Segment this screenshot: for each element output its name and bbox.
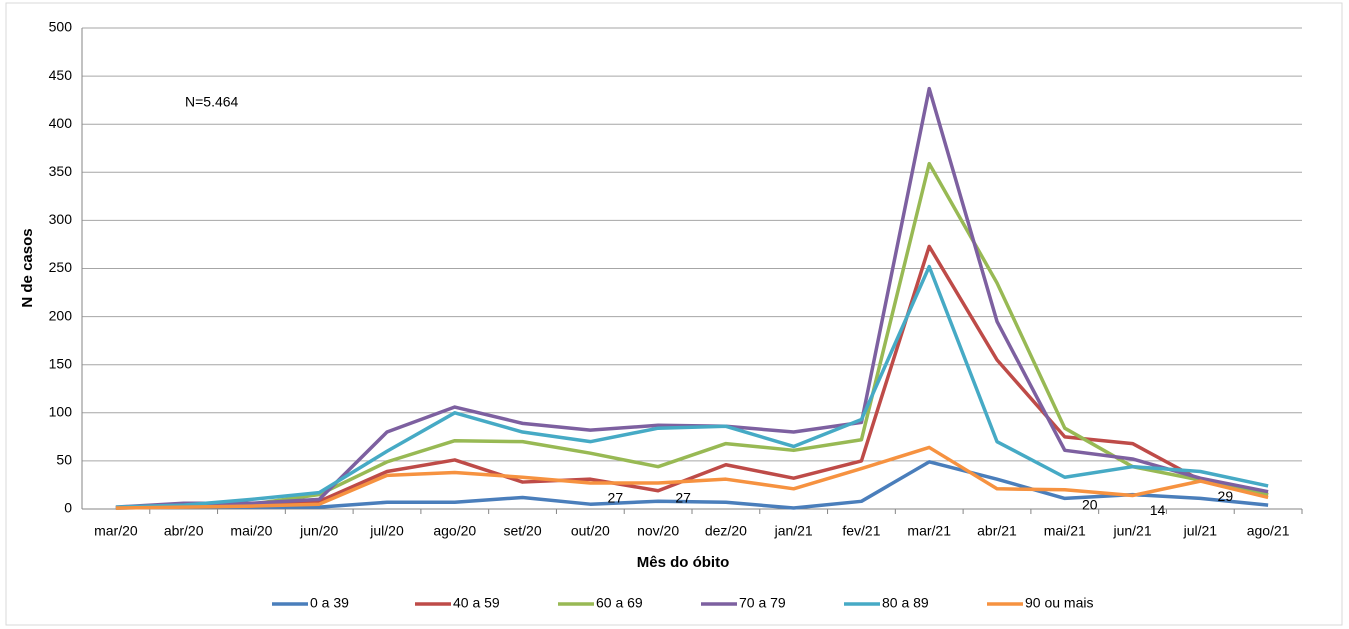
y-tick-label: 250: [49, 259, 73, 275]
x-tick-label: jun/21: [1112, 523, 1151, 539]
data-label: 14: [1150, 502, 1166, 518]
y-tick-label: 50: [56, 452, 72, 468]
x-tick-label: jan/21: [774, 523, 813, 539]
legend-label: 0 a 39: [310, 595, 349, 611]
x-tick-label: jun/20: [299, 523, 338, 539]
annotation: N=5.464: [185, 94, 239, 110]
series-line: [115, 244, 1269, 510]
series-line: [115, 161, 1269, 510]
x-tick-label: fev/21: [842, 523, 880, 539]
y-tick-label: 0: [64, 500, 72, 516]
data-label: 27: [675, 490, 691, 506]
y-tick-label: 200: [49, 307, 73, 323]
chart-frame: [5, 2, 1343, 626]
legend-label: 80 a 89: [882, 595, 929, 611]
x-tick-label: abr/20: [164, 523, 204, 539]
y-tick-label: 350: [49, 163, 73, 179]
x-tick-label: ago/21: [1247, 523, 1290, 539]
x-tick-label: set/20: [503, 523, 541, 539]
data-label: 27: [608, 490, 624, 506]
y-tick-label: 400: [49, 115, 73, 131]
x-tick-label: abr/21: [977, 523, 1017, 539]
y-tick-label: 450: [49, 67, 73, 83]
x-tick-label: ago/20: [433, 523, 476, 539]
y-tick-label: 300: [49, 211, 73, 227]
x-axis-title: Mês do óbito: [637, 554, 730, 571]
series-line: [115, 460, 1269, 510]
x-tick-label: dez/20: [705, 523, 747, 539]
legend-label: 60 a 69: [596, 595, 643, 611]
x-tick-label: mar/20: [94, 523, 138, 539]
y-tick-label: 100: [49, 404, 73, 420]
x-tick-label: mar/21: [907, 523, 951, 539]
y-axis-title: N de casos: [19, 228, 36, 307]
legend-label: 90 ou mais: [1025, 595, 1093, 611]
y-tick-label: 150: [49, 355, 73, 371]
x-tick-label: mai/20: [230, 523, 272, 539]
legend-label: 40 a 59: [453, 595, 500, 611]
x-tick-label: out/20: [571, 523, 610, 539]
x-tick-label: mai/21: [1044, 523, 1086, 539]
data-label: 20: [1082, 496, 1098, 512]
x-tick-label: nov/20: [637, 523, 679, 539]
data-label: 29: [1218, 488, 1234, 504]
legend-label: 70 a 79: [739, 595, 786, 611]
y-tick-label: 500: [49, 19, 73, 35]
x-tick-label: jul/20: [369, 523, 404, 539]
series-line: [115, 445, 1269, 510]
x-tick-label: jul/21: [1183, 523, 1218, 539]
series-line: [115, 264, 1269, 509]
